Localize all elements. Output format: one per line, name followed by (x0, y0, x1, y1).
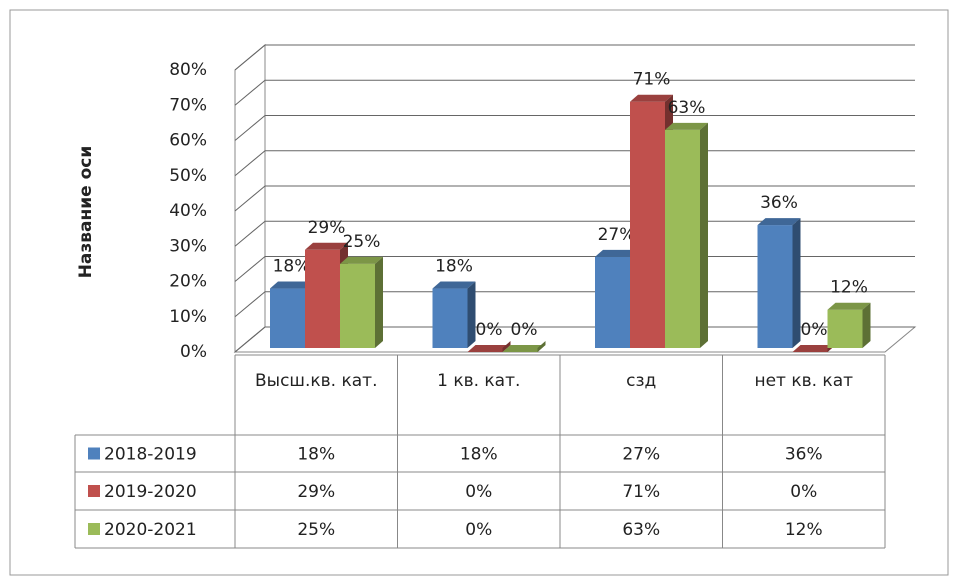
table-cell: 36% (785, 445, 823, 465)
bar-side (467, 281, 476, 348)
bar-top (270, 281, 313, 289)
data-label: 63% (668, 98, 706, 118)
table-cell: 29% (297, 482, 335, 502)
data-label: 0% (801, 320, 828, 340)
y-tick-label: 80% (169, 60, 207, 80)
bar-top (305, 242, 348, 250)
bar-top (502, 345, 546, 352)
bar (340, 263, 375, 348)
table-cell: 0% (790, 482, 817, 502)
legend-key (88, 447, 100, 460)
y-tick-label: 30% (169, 236, 207, 256)
legend-label: 2018-2019 (104, 445, 197, 465)
grid-line (234, 44, 915, 71)
bar (827, 309, 863, 348)
y-tick-label: 50% (169, 166, 207, 186)
table-cell: 25% (297, 520, 335, 540)
table-cell: 0% (465, 520, 492, 540)
bar-side (375, 256, 383, 348)
bar-top (827, 302, 871, 310)
table-header-cell: 1 кв. кат. (437, 371, 521, 391)
bar-top (595, 249, 638, 257)
bar-top (757, 218, 801, 226)
legend-label: 2020-2021 (104, 520, 197, 540)
table-cell: 12% (785, 520, 823, 540)
y-axis-title: Название оси (76, 146, 96, 279)
y-tick-label: 60% (169, 131, 207, 151)
bar (305, 249, 340, 348)
y-tick-label: 20% (169, 272, 207, 292)
data-label: 18% (435, 257, 473, 277)
data-label: 12% (830, 278, 868, 298)
legend-key (88, 523, 100, 535)
bar-side (862, 302, 871, 348)
legend-key (88, 485, 100, 497)
bar-side (792, 218, 801, 348)
y-tick-label: 40% (169, 201, 207, 221)
bar (665, 129, 700, 348)
data-label: 0% (511, 320, 538, 340)
table-cell: 0% (465, 482, 492, 502)
data-label: 29% (308, 218, 346, 238)
bar-top (340, 256, 383, 264)
category-label: сзд (626, 371, 657, 391)
y-tick-label: 10% (169, 307, 207, 327)
category-label: 1 кв. кат. (437, 371, 521, 391)
bar-top (665, 122, 708, 130)
table-cell: 18% (297, 445, 335, 465)
table-cell: 27% (622, 445, 660, 465)
data-label: 71% (633, 70, 671, 90)
bar-side (700, 122, 708, 348)
y-tick-label: 0% (180, 342, 207, 362)
table-header-cell: Высш.кв. кат. (255, 371, 378, 391)
bar-side (502, 341, 511, 352)
bar-top (792, 345, 836, 352)
bar-side (537, 341, 546, 352)
grid-line (234, 115, 915, 141)
bar-top (432, 281, 476, 289)
category-label: нет кв. кат (754, 371, 854, 391)
bar-top (630, 94, 673, 102)
bar-top (467, 345, 511, 352)
bar (757, 225, 793, 348)
category-label: Высш.кв. кат. (255, 371, 378, 391)
table-header-cell: нет кв. кат (754, 371, 854, 391)
bar (595, 256, 630, 348)
table-header-cell: сзд (626, 371, 657, 391)
table-cell: 71% (622, 482, 660, 502)
data-label: 25% (343, 232, 381, 252)
bar (270, 288, 305, 348)
bar (630, 101, 665, 348)
data-label: 18% (273, 257, 311, 277)
data-label: 27% (598, 225, 636, 245)
y-tick-label: 70% (169, 95, 207, 115)
grid-line (234, 79, 915, 106)
legend-label: 2019-2020 (104, 482, 197, 502)
bar (432, 288, 468, 348)
table-cell: 63% (622, 520, 660, 540)
data-label: 36% (760, 193, 798, 213)
data-label: 0% (476, 320, 503, 340)
table-cell: 18% (460, 445, 498, 465)
